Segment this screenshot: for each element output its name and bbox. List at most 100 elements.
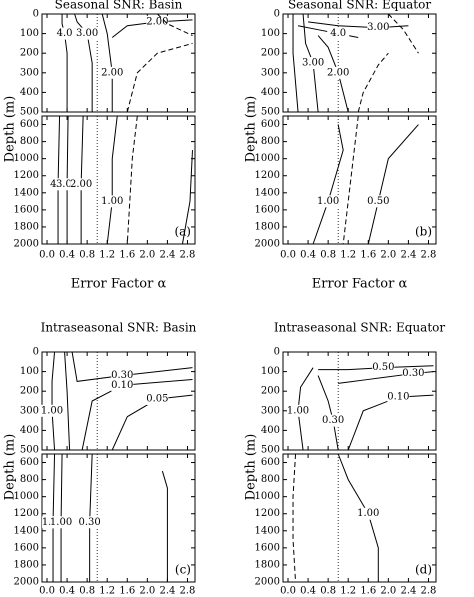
y-tick-label: 200 [20, 48, 39, 59]
plot-frame [41, 115, 196, 245]
x-tick-label: 1.2 [340, 250, 356, 261]
panel-label: (d) [415, 563, 432, 577]
x-tick-label: 0.0 [280, 586, 296, 597]
contour-label: 3.00 [302, 58, 324, 69]
plot-frame [282, 453, 437, 583]
contour-label-bg [327, 27, 350, 40]
x-tick-label: 2.4 [400, 586, 416, 597]
contour-label-bg [78, 516, 101, 529]
contour-label-bg [287, 404, 310, 417]
y-tick-label: 600 [20, 119, 39, 130]
y-axis-label: Depth (m) [244, 96, 259, 163]
contour-label-bg [111, 379, 134, 392]
y-tick-label: 1000 [255, 153, 280, 164]
x-axis-label: Error Factor α [71, 277, 167, 292]
contour-line [297, 367, 314, 451]
contour-label: 3.00 [56, 179, 78, 190]
contour-label: 0.30 [402, 368, 424, 379]
contour-label-bg [317, 195, 340, 208]
x-tick-label: 0.0 [39, 586, 55, 597]
contour-line [318, 365, 434, 371]
contour-label-bg [101, 66, 124, 79]
x-tick-label: 0.8 [320, 250, 336, 261]
y-tick-label: 2000 [255, 239, 280, 250]
contour-label: 1.00 [317, 196, 339, 207]
contour-label: 4.0 [330, 28, 346, 39]
contour-line [126, 115, 138, 245]
x-tick-label: 1.2 [99, 586, 115, 597]
y-tick-label: 1400 [14, 187, 39, 198]
contour-label-bg [372, 361, 395, 374]
contour-label: 0.05 [146, 394, 168, 405]
x-tick-label: 0.4 [59, 250, 75, 261]
x-tick-label: 0.8 [79, 250, 95, 261]
panel-label: (b) [415, 225, 432, 239]
y-tick-label: 1400 [14, 525, 39, 536]
x-tick-label: 0.0 [280, 250, 296, 261]
contour-line [71, 351, 193, 382]
contour-label: 2.00 [146, 16, 168, 27]
x-tick-label: 0.8 [79, 586, 95, 597]
x-tick-label: 2.4 [159, 586, 175, 597]
plot-frame [41, 351, 196, 451]
y-tick-label: 1800 [255, 221, 280, 232]
y-tick-label: 400 [20, 87, 39, 98]
contour-label: 0.30 [111, 370, 133, 381]
contour-line [111, 19, 193, 38]
y-axis-label: Depth (m) [3, 96, 18, 163]
x-tick-label: 2.8 [421, 586, 437, 597]
y-tick-label: 200 [261, 48, 280, 59]
contour-line [308, 21, 409, 29]
contour-label-bg [146, 393, 169, 406]
x-tick-label: 0.4 [59, 586, 75, 597]
x-axis-label: Error Factor α [312, 277, 408, 292]
contour-line [157, 13, 193, 37]
contour-label: 1.00 [357, 508, 379, 519]
y-tick-label: 500 [261, 445, 280, 456]
y-tick-label: 800 [261, 136, 280, 147]
y-tick-label: 500 [20, 445, 39, 456]
x-tick-label: 2.0 [380, 250, 396, 261]
contour-label-bg [402, 367, 425, 380]
contour-line [161, 470, 168, 582]
contour-line [101, 13, 113, 112]
y-tick-label: 1200 [14, 508, 39, 519]
y-tick-label: 2000 [14, 239, 39, 250]
x-tick-label: 2.8 [421, 250, 437, 261]
plot-frame [282, 115, 437, 245]
x-tick-label: 1.6 [119, 586, 135, 597]
y-axis-label: Depth (m) [244, 434, 259, 501]
contour-label-bg [367, 195, 390, 208]
contour-label-bg [53, 27, 76, 40]
y-tick-label: 400 [261, 425, 280, 436]
contour-line [317, 35, 349, 113]
panel-label: (a) [174, 225, 191, 239]
y-tick-label: 0 [33, 347, 39, 358]
contour-label-bg [50, 516, 73, 529]
y-tick-label: 0 [274, 9, 280, 20]
contour-label: 0.10 [111, 380, 133, 391]
y-tick-label: 300 [261, 67, 280, 78]
y-tick-label: 800 [20, 474, 39, 485]
contour-label: 1.00 [41, 405, 63, 416]
contour-label-bg [146, 15, 169, 28]
contour-line [317, 375, 339, 451]
x-tick-label: 2.8 [180, 250, 196, 261]
y-tick-label: 800 [20, 136, 39, 147]
contour-label-bg [322, 414, 345, 427]
y-tick-label: 0 [274, 347, 280, 358]
contour-line [292, 453, 297, 583]
x-tick-label: 0.4 [300, 250, 316, 261]
contour-label: 1.00 [287, 405, 309, 416]
contour-line [387, 13, 419, 54]
y-tick-label: 1200 [255, 170, 280, 181]
y-tick-label: 1600 [255, 542, 280, 553]
contour-line [126, 42, 193, 113]
contour-label-bg [302, 57, 325, 69]
contour-line [292, 14, 299, 113]
contour-line [302, 13, 319, 113]
contour-line [81, 378, 193, 451]
contour-line [181, 150, 193, 245]
y-axis-label: Depth (m) [3, 434, 18, 501]
y-tick-label: 1400 [255, 525, 280, 536]
